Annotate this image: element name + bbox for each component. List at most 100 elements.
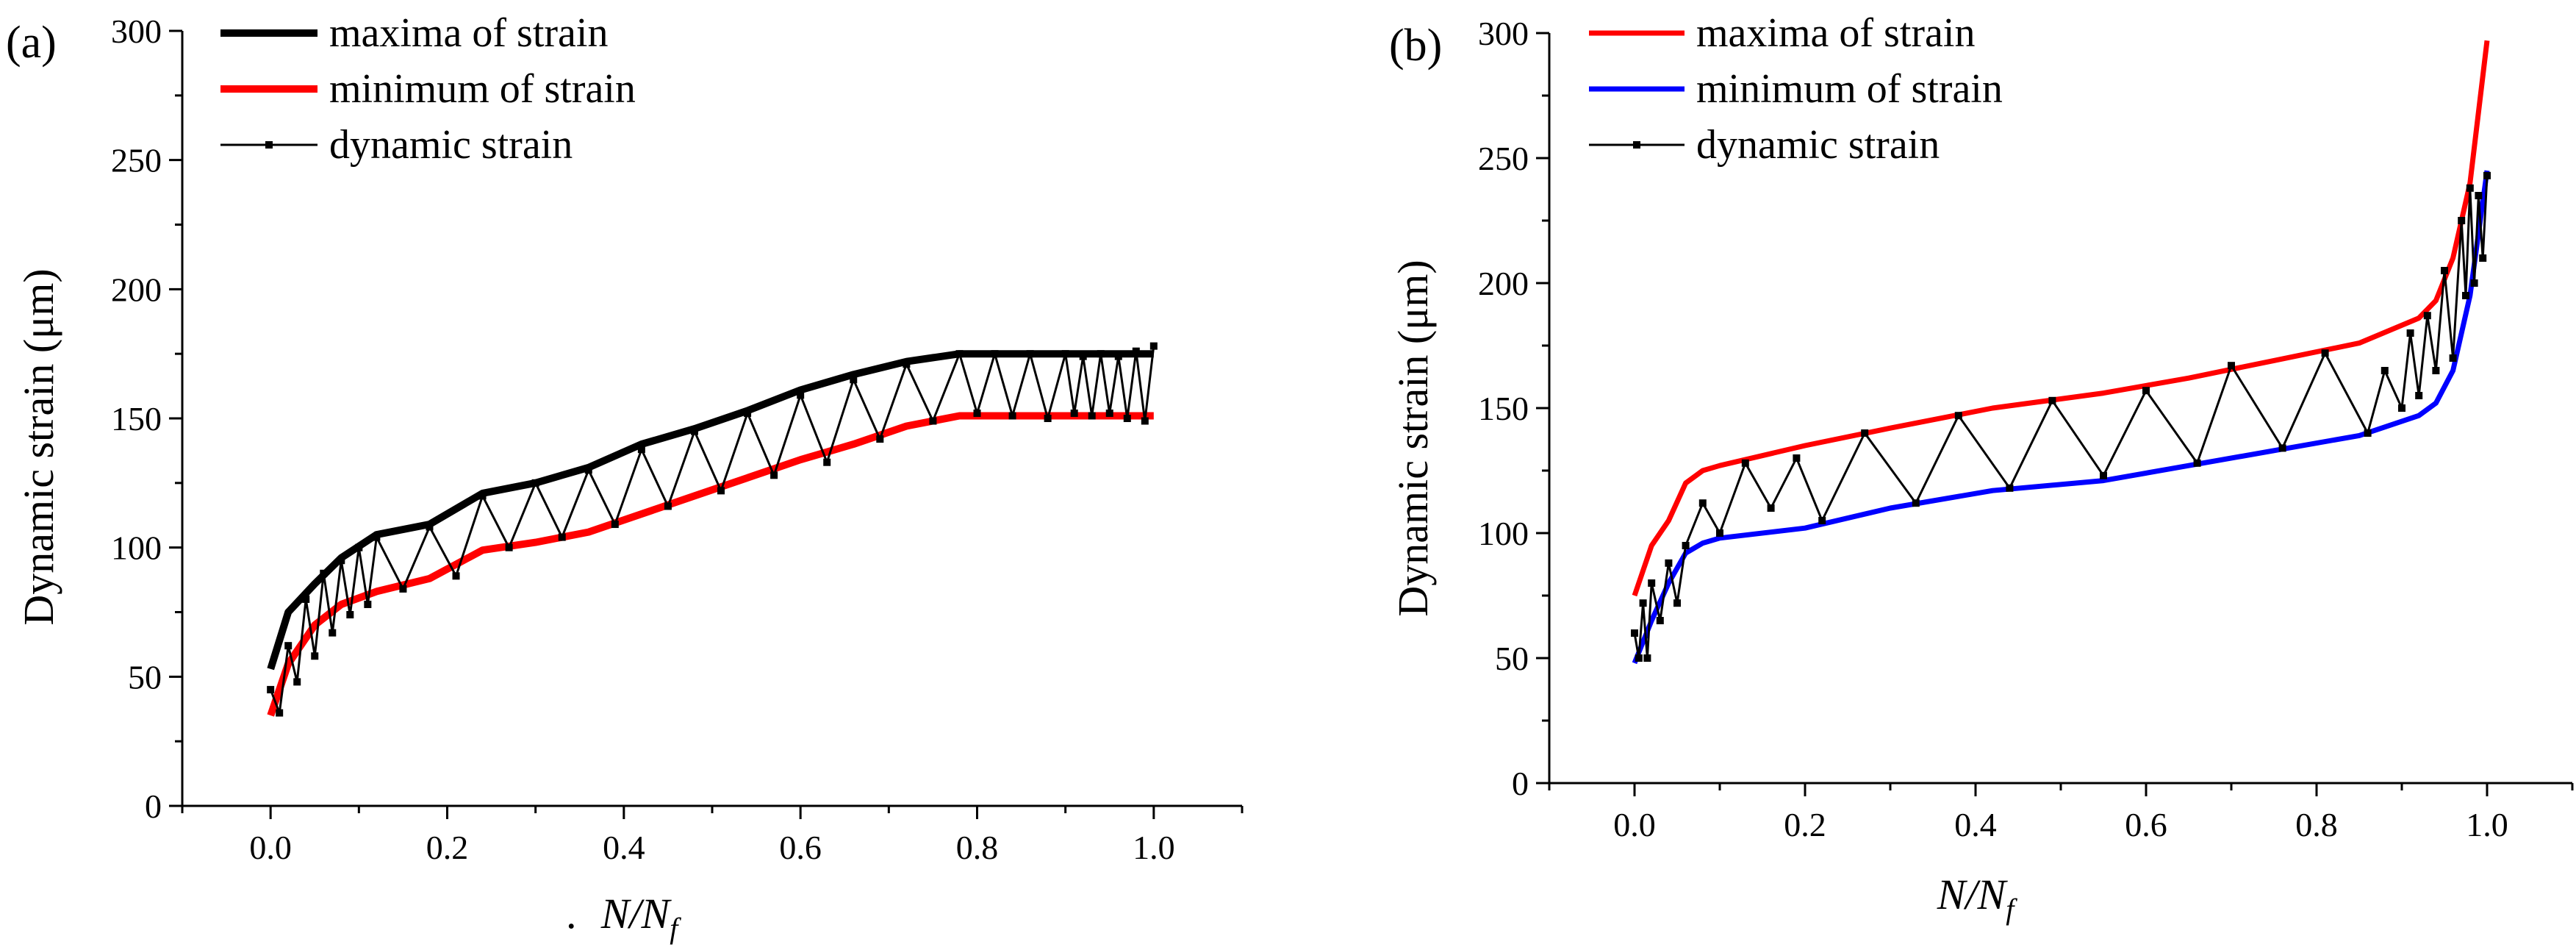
- data-point-marker: [973, 409, 981, 417]
- data-point-marker: [1656, 617, 1664, 624]
- data-point-marker: [611, 521, 619, 529]
- data-point-marker: [346, 611, 354, 619]
- data-point-marker: [2100, 471, 2107, 479]
- x-tick-label: 0.0: [249, 829, 292, 866]
- y-tick-label: 50: [128, 658, 162, 696]
- series-line-3: [1633, 175, 2489, 660]
- data-point-marker: [478, 492, 487, 500]
- x-tick-label: 0.4: [1954, 806, 1997, 843]
- data-point-marker: [337, 557, 345, 565]
- x-tick-label: 0.6: [779, 829, 822, 866]
- data-point-marker: [955, 350, 964, 358]
- data-point-marker: [1061, 350, 1069, 358]
- data-point-marker: [399, 585, 407, 593]
- panel-a-legend: maxima of strain minimum of strain dynamic…: [220, 10, 636, 168]
- panel-a-x-axis-title-main: N/N: [600, 890, 672, 938]
- data-point-marker: [505, 543, 513, 551]
- data-point-marker: [1639, 599, 1647, 607]
- data-point-marker: [1141, 417, 1149, 425]
- panel-a-y-axis-title: Dynamic strain (μm): [15, 268, 62, 625]
- data-point-marker: [276, 709, 284, 717]
- legend-marker: [265, 141, 273, 149]
- data-point-marker: [364, 600, 372, 608]
- panel-a-stray-dot: .: [566, 890, 577, 938]
- data-point-marker: [2483, 171, 2491, 179]
- data-point-marker: [2475, 192, 2483, 199]
- panel-b-x-ticks: 0.0 0.2 0.4 0.6 0.8 1.0: [1548, 783, 2574, 843]
- panel-b-legend: maxima of strain minimum of strain dynamic…: [1589, 10, 2003, 168]
- data-point-marker: [355, 543, 363, 551]
- data-point-marker: [1793, 454, 1801, 462]
- data-point-marker: [1682, 542, 1690, 549]
- data-point-marker: [1635, 654, 1643, 662]
- legend-label-2: minimum of strain: [329, 66, 636, 112]
- data-point-marker: [329, 629, 337, 637]
- data-point-marker: [1673, 599, 1681, 607]
- data-point-marker: [1665, 559, 1673, 567]
- legend-label-2: minimum of strain: [1696, 66, 2003, 112]
- data-point-marker: [1912, 499, 1920, 507]
- x-tick-label: 0.6: [2125, 806, 2167, 843]
- y-tick-label: 300: [111, 12, 162, 50]
- data-point-marker: [770, 471, 778, 479]
- y-tick-label: 100: [1478, 515, 1529, 552]
- x-tick-label: 0.2: [1784, 806, 1826, 843]
- series-line-2: [267, 412, 1154, 717]
- data-point-marker: [2193, 459, 2201, 467]
- data-point-marker: [2470, 279, 2478, 287]
- data-point-marker: [744, 409, 752, 417]
- series-line-1: [267, 350, 1154, 671]
- data-point-marker: [1132, 347, 1140, 355]
- data-point-marker: [2479, 254, 2487, 262]
- panel-a-label: (a): [6, 18, 57, 68]
- data-point-marker: [320, 569, 328, 577]
- data-point-marker: [1954, 412, 1962, 420]
- data-point-marker: [1026, 350, 1034, 358]
- data-point-marker: [267, 685, 275, 693]
- data-point-marker: [1698, 499, 1707, 507]
- data-point-marker: [2432, 367, 2440, 374]
- y-tick-label: 300: [1478, 15, 1529, 52]
- x-tick-label: 0.2: [426, 829, 469, 866]
- data-point-marker: [664, 502, 672, 510]
- data-point-marker: [850, 376, 858, 384]
- x-tick-label: 0.0: [1613, 806, 1656, 843]
- panel-a-x-axis-title-sub: f: [670, 912, 681, 945]
- x-tick-label: 0.8: [956, 829, 999, 866]
- data-point-marker: [2441, 267, 2448, 274]
- data-point-marker: [2458, 217, 2466, 224]
- data-point-marker: [452, 572, 460, 580]
- panel-b-x-axis-title-sub: f: [2006, 893, 2017, 926]
- panel-b-y-ticks: 0 50 100 150 200 250 300: [1478, 15, 1549, 802]
- panel-b-y-axis-title: Dynamic strain (μm): [1389, 260, 1437, 616]
- data-point-marker: [2006, 484, 2014, 492]
- legend-marker: [1633, 141, 1640, 149]
- y-tick-label: 250: [1478, 140, 1529, 177]
- data-point-marker: [1079, 352, 1087, 360]
- data-point-marker: [2398, 404, 2405, 412]
- y-tick-label: 150: [1478, 390, 1529, 427]
- panel-a-y-ticks: 0 50 100 150 200 250 300: [111, 12, 182, 825]
- data-point-marker: [1097, 350, 1105, 358]
- x-tick-label: 0.4: [603, 829, 645, 866]
- panel-b-label: (b): [1389, 21, 1442, 71]
- data-point-marker: [1105, 409, 1113, 417]
- panel-a: (a) Dynamic strain (μm) N/Nf . 0.0 0.2 0.4…: [6, 10, 1244, 945]
- y-tick-label: 150: [111, 400, 162, 438]
- panel-a-x-ticks: 0.0 0.2 0.4 0.6 0.8 1.0: [181, 806, 1244, 866]
- data-point-marker: [284, 642, 293, 650]
- legend-label-1: maxima of strain: [1696, 10, 1975, 56]
- panel-b-x-axis-title: N/Nf: [1937, 871, 2018, 926]
- data-point-marker: [2278, 444, 2286, 452]
- data-point-marker: [2406, 329, 2414, 337]
- data-point-marker: [2142, 387, 2150, 395]
- panel-a-x-axis-title: N/Nf: [600, 890, 682, 945]
- data-point-marker: [903, 360, 911, 368]
- data-point-marker: [2228, 362, 2235, 370]
- data-point-marker: [1114, 352, 1122, 360]
- y-tick-label: 50: [1495, 640, 1529, 677]
- data-point-marker: [2462, 292, 2469, 299]
- data-point-marker: [1648, 579, 1656, 587]
- data-point-marker: [293, 678, 301, 686]
- data-point-marker: [1044, 415, 1052, 422]
